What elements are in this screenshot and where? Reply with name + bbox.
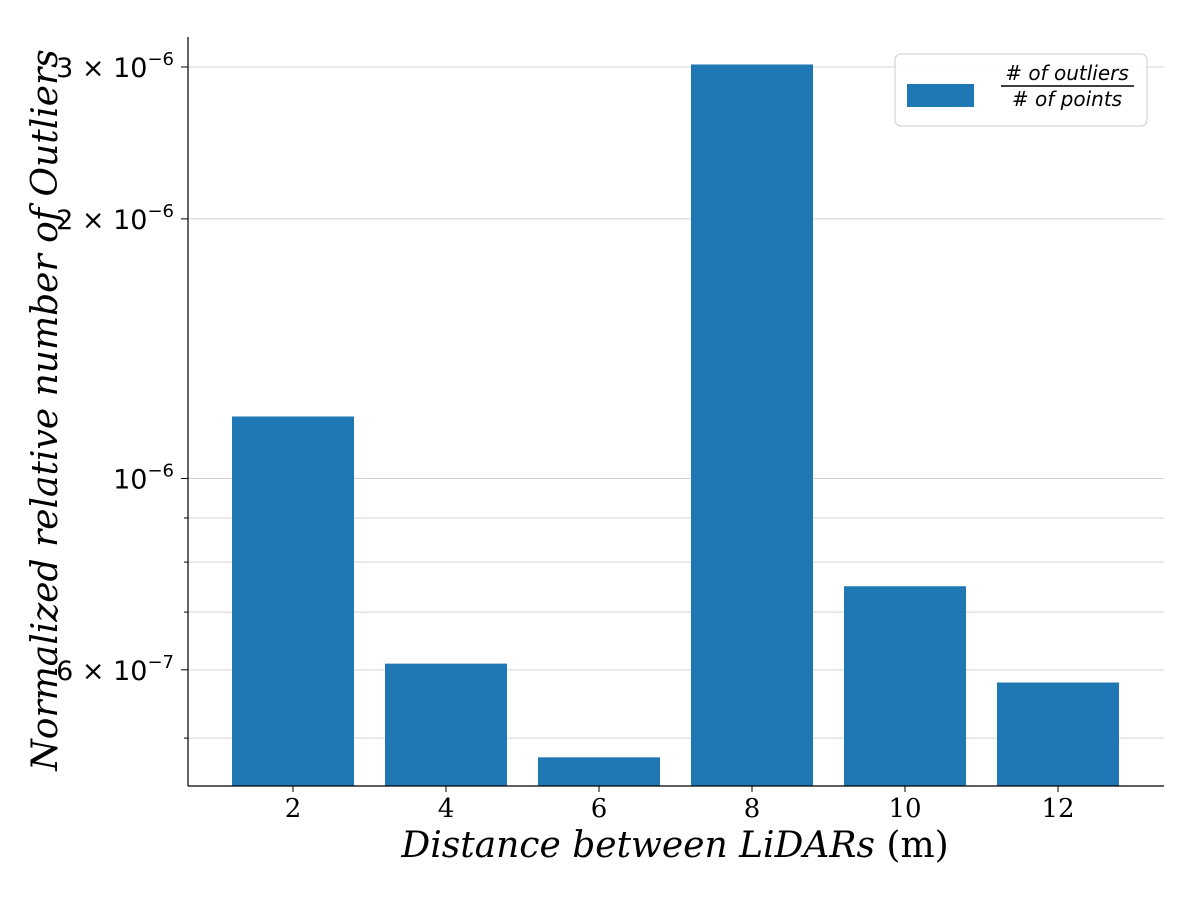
y-tick-label: 6 × 10−7 <box>56 652 174 687</box>
y-tick-label: 10−6 <box>113 460 174 495</box>
bar-10 <box>844 586 966 786</box>
x-tick-label: 6 <box>591 794 608 824</box>
x-axis-label-text: Distance between LiDARs <box>400 825 875 866</box>
legend-frame <box>894 53 1148 127</box>
y-tick-label: 2 × 10−6 <box>56 201 174 236</box>
x-tick-label: 10 <box>888 794 921 824</box>
axes <box>187 37 1164 787</box>
legend-denominator: # of points <box>1012 87 1122 111</box>
bar-8 <box>691 64 813 787</box>
y-ticks: 6 × 10−7 10−6 2 × 10−6 3 × 10−6 <box>56 49 188 739</box>
bar-2 <box>232 416 354 786</box>
bar-6 <box>538 757 660 786</box>
x-axis-label: Distance between LiDARs (m) <box>400 825 948 866</box>
x-tick-label: 12 <box>1041 794 1074 824</box>
bar-4 <box>385 663 507 786</box>
x-ticks: 2 4 6 8 10 12 <box>285 786 1075 824</box>
x-tick-label: 2 <box>285 794 302 824</box>
x-axis-unit: (m) <box>886 825 948 866</box>
x-tick-label: 8 <box>744 794 761 824</box>
y-tick-label: 3 × 10−6 <box>56 49 174 84</box>
legend: # of outliers # of points <box>894 53 1148 127</box>
legend-swatch <box>907 84 974 107</box>
legend-numerator: # of outliers <box>1005 61 1129 85</box>
x-tick-label: 4 <box>438 794 455 824</box>
bar-12 <box>997 682 1119 786</box>
bars <box>232 64 1119 787</box>
y-axis-label: Normalized relative number of Outliers <box>25 49 66 771</box>
